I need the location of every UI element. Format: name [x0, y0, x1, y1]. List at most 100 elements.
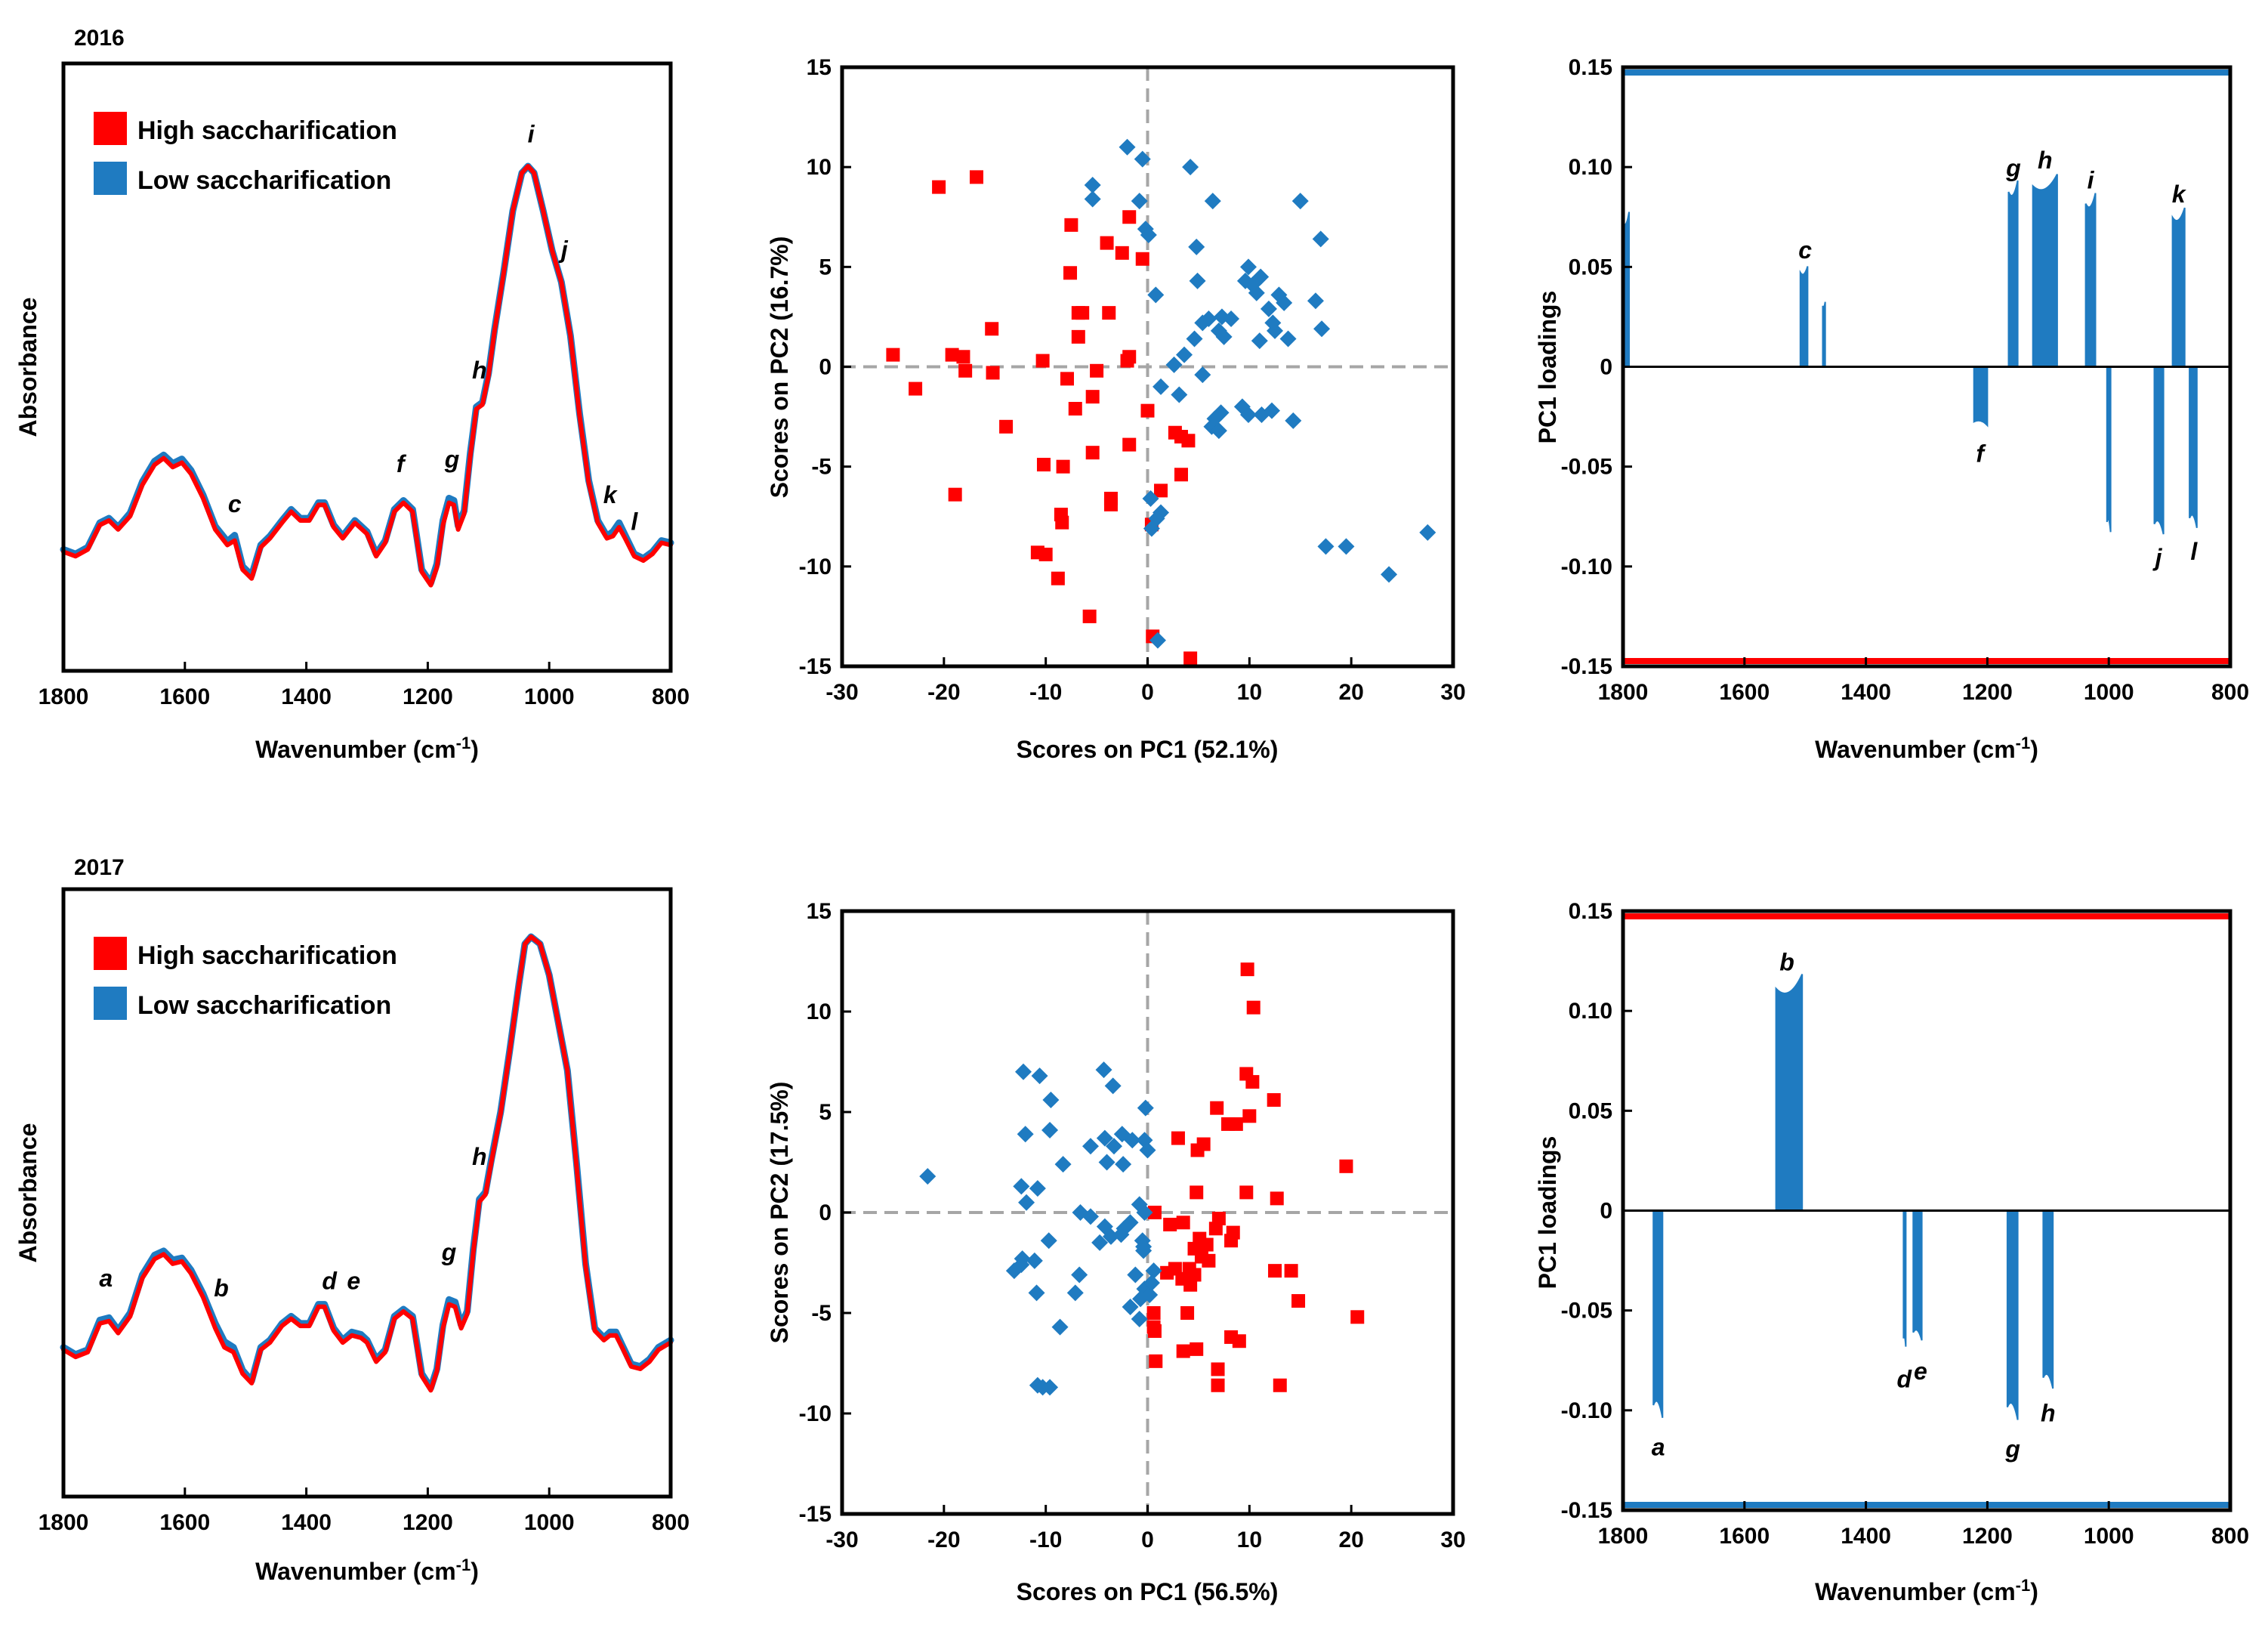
scores-2017-point-high: [1267, 1093, 1281, 1107]
scores-2016-point-low: [1188, 238, 1205, 255]
legend-label-low: Low saccharification: [137, 991, 391, 1020]
spectra-2016-plot-area: c f g h i j kl: [60, 120, 674, 588]
spectra-2016-frame: [61, 61, 673, 673]
loadings-2017-x-tick-label: 1000: [2084, 1524, 2134, 1549]
scores-2016-x-tick-label: -20: [927, 680, 960, 705]
spectra-2017-legend: High saccharification Low saccharificati…: [94, 937, 397, 1020]
scores-2016-point-low: [1276, 294, 1293, 311]
spectra-2016-peak-label-f: f: [397, 450, 407, 477]
scores-2016-y-tick-label: 15: [807, 55, 832, 80]
scores-2017-point-high: [1171, 1131, 1185, 1145]
loadings-2017-x-tick-label: 1200: [1962, 1524, 2013, 1549]
scores-2017-point-low: [1137, 1099, 1154, 1117]
legend-label-high: High saccharification: [137, 941, 397, 970]
scores-2017-point-high: [1239, 1185, 1254, 1200]
scores-2016-y-tick-label: -10: [799, 555, 832, 579]
loadings-2017-y-tick-label: 0: [1600, 1199, 1612, 1224]
spectra-2016-peak-label-l: l: [631, 508, 638, 536]
scores-2017-point-high: [1270, 1191, 1284, 1206]
spectra-2017-x-tick-label: 1000: [524, 1510, 575, 1535]
scores-2017-point-low: [1124, 1132, 1141, 1149]
scores-2017-point-high: [1208, 1222, 1223, 1236]
scores-2017-frame: [840, 909, 1455, 1516]
scores-2016-point-low: [1263, 402, 1280, 419]
scores-2017-point-low: [1054, 1156, 1072, 1173]
spectra-2016-x-tick-label: 1800: [39, 684, 89, 709]
loadings-2016-bar: [2153, 366, 2165, 535]
scores-2017-point-low: [1127, 1266, 1144, 1284]
scores-2016-point-high: [948, 487, 962, 502]
spectra-2016-x-tick-label: 800: [652, 684, 690, 709]
scores-2017-point-low: [1139, 1141, 1156, 1159]
scores-2017-y-tick-label: 0: [819, 1200, 832, 1225]
scores-2017-point-high: [1210, 1101, 1224, 1115]
scores-2017-y-tick-label: 15: [807, 899, 832, 924]
scores-2016-point-low: [1251, 332, 1268, 350]
scores-2017-point-low: [1029, 1180, 1046, 1197]
spectra-2017-x-tick-label: 1800: [39, 1510, 89, 1535]
scores-2017-point-low: [1095, 1061, 1112, 1079]
scores-2016-point-low: [1142, 490, 1159, 507]
scores-2017-point-low: [1106, 1138, 1123, 1155]
scores-2016-point-high: [969, 170, 983, 184]
scores-2017-point-low: [1031, 1067, 1048, 1085]
loadings-2017-bar: [2006, 1209, 2019, 1420]
scores-2016-point-low: [1134, 150, 1151, 168]
spectra-2017-x-label: Wavenumber (cm-1): [255, 1555, 479, 1585]
scores-2017-point-low: [1115, 1156, 1132, 1173]
scores-2016-x-tick-label: 20: [1338, 680, 1363, 705]
loadings-2016-y-tick-label: -0.05: [1561, 455, 1612, 480]
spectra-2017-x-tick-label: 1600: [159, 1510, 210, 1535]
spectra-2016-x-tick-label: 1000: [524, 684, 575, 709]
scores-2016-y-tick-label: 10: [807, 155, 832, 180]
scores-2016-point-low: [1119, 138, 1136, 156]
legend-label-low: Low saccharification: [137, 166, 391, 195]
scores-2017-x-tick-label: 20: [1338, 1528, 1363, 1552]
scores-2017-point-low: [1136, 1204, 1153, 1221]
scores-2017-point-low: [1017, 1126, 1034, 1143]
legend-swatch-low: [94, 162, 127, 195]
scores-2016-point-low: [1153, 378, 1170, 395]
spectra-2017-peak-label-b: b: [214, 1274, 229, 1302]
spectra-2016-peak-label-c: c: [228, 490, 242, 517]
spectra-2016-peak-label-k: k: [603, 481, 619, 508]
scores-2016-point-low: [1204, 193, 1221, 210]
spectra-2016-peak-label-j: j: [558, 236, 569, 264]
loadings-2017-bar: [1902, 1209, 1907, 1347]
scores-2017-point-high: [1229, 1117, 1243, 1131]
loadings-2016-y-tick-label: 0.05: [1569, 255, 1612, 280]
spectra-2016-x-label: Wavenumber (cm-1): [255, 734, 479, 763]
scores-2016-point-high: [1122, 437, 1137, 452]
scores-2016-point-low: [1084, 190, 1101, 208]
spectra-2017-panel: a b d e g h 1800 1600 1400 1200 1000 800 Wavenumbe…: [14, 887, 690, 1585]
scores-2016-point-low: [1147, 286, 1165, 304]
loadings-2016-peak-label-c: c: [1798, 236, 1812, 264]
scores-2017-point-low: [1040, 1232, 1057, 1250]
scores-2017-point-high: [1190, 1342, 1204, 1356]
scores-2016-point-low: [1176, 346, 1193, 363]
loadings-2016-peak-label-f: f: [1976, 440, 1986, 467]
loadings-2017-ticks: 1800 1600 1400 1200 1000 800 -0.15 -0.10 -0.05 0 0…: [1561, 899, 2249, 1549]
scores-2016-point-high: [985, 322, 999, 336]
scores-2017-x-tick-label: 0: [1141, 1528, 1154, 1552]
loadings-2017-plot-area: b a d e gh: [1623, 913, 2230, 1508]
scores-2016-point-high: [1135, 252, 1149, 266]
spectra-2017-peak-label-g: g: [441, 1238, 457, 1265]
loadings-2016-y-label: PC1 loadings: [1534, 291, 1561, 444]
scores-2017-point-high: [1149, 1354, 1163, 1368]
spectra-2017-peak-label-e: e: [347, 1267, 360, 1294]
scores-2016-point-high: [1183, 651, 1198, 666]
scores-2016-point-high: [1102, 306, 1116, 320]
spectra-2017-peak-label-d: d: [322, 1267, 338, 1294]
scores-2016-point-low: [1267, 322, 1284, 339]
spectra-2017-frame: [61, 887, 673, 1499]
scores-2016-point-high: [1181, 434, 1196, 448]
scores-2017-point-low: [1143, 1274, 1160, 1292]
scores-2016-x-label: Scores on PC1 (52.1%): [1017, 736, 1279, 763]
scores-2016-point-low: [1248, 284, 1265, 301]
loadings-2016-bar: [1799, 266, 1809, 368]
scores-2016-point-low: [1210, 422, 1227, 440]
scores-2017-point-low: [1122, 1299, 1139, 1316]
scores-2017-y-tick-label: -15: [799, 1502, 832, 1527]
